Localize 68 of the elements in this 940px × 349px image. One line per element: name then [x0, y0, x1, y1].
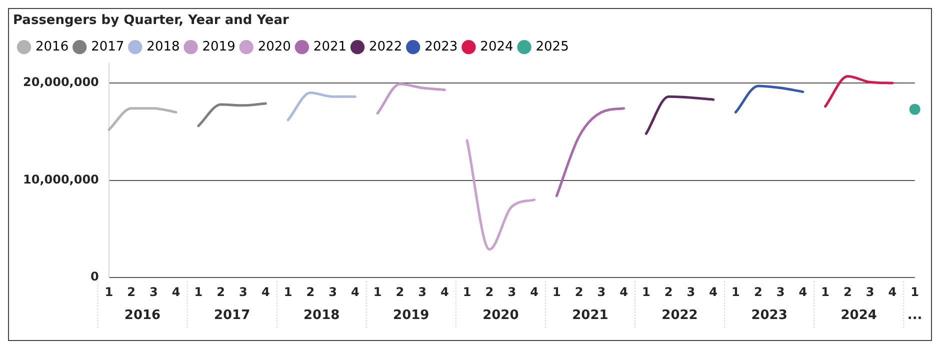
- x-tick-label: 2: [127, 284, 136, 299]
- x-tick-label: 1: [104, 284, 114, 299]
- legend-label: 2019: [202, 39, 236, 54]
- x-tick-label: 2: [216, 284, 226, 299]
- text: 2020: [482, 308, 519, 323]
- x-tick-label: 3: [418, 284, 427, 299]
- x-tick-label: 2: [485, 284, 494, 299]
- x-tick-label: 2: [843, 284, 852, 299]
- x-tick-label: 1: [373, 284, 382, 299]
- line-series: [555, 107, 626, 198]
- y-tick-label: 0: [90, 270, 99, 284]
- x-tick-label: 3: [150, 284, 158, 299]
- x-tick-label: 3: [776, 284, 785, 299]
- legend-label: 2020: [258, 39, 291, 54]
- x-tick-label: 3: [508, 284, 516, 299]
- x-tick-label: 1: [910, 284, 920, 299]
- line-series: [197, 102, 267, 128]
- x-tick-label: 1: [732, 284, 740, 299]
- text: 2023: [751, 308, 788, 323]
- y-tick-label: 10,000,000: [22, 172, 99, 186]
- text: 2016: [124, 308, 161, 323]
- x-tick-label: 1: [821, 284, 830, 299]
- x-tick-label: 4: [620, 284, 628, 299]
- x-tick-label: 4: [798, 284, 808, 299]
- x-tick-label: 4: [709, 284, 718, 299]
- x-tick-label: 3: [328, 284, 337, 299]
- y-tick-label: 20,000,000: [22, 75, 99, 90]
- x-tick-label: 3: [866, 284, 874, 299]
- x-tick-label: 4: [888, 284, 897, 299]
- text: 2021: [572, 308, 608, 323]
- text: 2018: [303, 308, 340, 323]
- x-tick-label: 2: [306, 284, 315, 299]
- x-tick-label: 2: [574, 284, 584, 299]
- legend-label: 2018: [146, 39, 180, 54]
- x-tick-label: 4: [350, 284, 360, 299]
- x-tick-label: 1: [642, 284, 650, 299]
- x-tick-label: 4: [440, 284, 449, 299]
- x-tick-label: 1: [462, 284, 472, 299]
- legend-label: 2023: [424, 39, 458, 54]
- x-tick-label: 2: [664, 284, 673, 299]
- text: 2022: [662, 308, 698, 323]
- x-tick-label: 3: [686, 284, 696, 299]
- x-tick-label: 1: [284, 284, 292, 299]
- x-tick-label: 4: [261, 284, 270, 299]
- x-tick-label: 3: [597, 284, 606, 299]
- x-tick-label: 3: [239, 284, 248, 299]
- text: 2017: [214, 308, 250, 323]
- legend-label: 2022: [369, 39, 402, 54]
- legend-label: 2016: [36, 39, 69, 54]
- line-series: [824, 74, 894, 108]
- legend-label: 2021: [313, 39, 347, 54]
- line-series: [466, 139, 536, 251]
- x-tick-label: 4: [172, 284, 180, 299]
- x-tick-label: 4: [530, 284, 538, 299]
- line-series: [734, 84, 804, 114]
- x-tick-label: 2: [396, 284, 404, 299]
- x-tick-label: 1: [552, 284, 561, 299]
- text: ...: [907, 308, 922, 323]
- line-series: [376, 82, 446, 114]
- line-series: [644, 95, 715, 135]
- legend-label: 2024: [480, 39, 514, 54]
- x-tick-label: 2: [754, 284, 762, 299]
- chart-title: Passengers by Quarter, Year and Year: [13, 13, 290, 28]
- legend-label: 2017: [91, 39, 124, 54]
- legend-label: 2025: [536, 39, 569, 54]
- text: 2019: [393, 308, 430, 323]
- x-tick-label: 1: [194, 284, 203, 299]
- text: 2024: [840, 308, 877, 323]
